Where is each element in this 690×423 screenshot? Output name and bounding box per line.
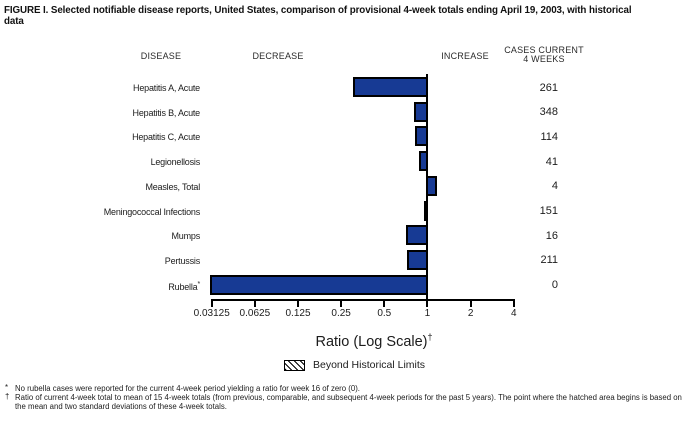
x-axis-tick [297, 301, 299, 307]
x-axis-tick [340, 301, 343, 307]
footnote-ref: * [197, 280, 200, 288]
ratio-bar [353, 77, 428, 97]
footnotes: * No rubella cases were reported for the… [5, 383, 685, 412]
x-axis-tick-label: 0.25 [331, 308, 351, 319]
case-count: 0 [551, 279, 558, 292]
ratio-bar [405, 225, 428, 246]
x-axis-tick-label: 2 [467, 308, 474, 319]
column-header-cases-line1: CASES CURRENT [504, 45, 584, 55]
footnote-rubella: * No rubella cases were reported for the… [5, 383, 685, 393]
ratio-bar [210, 274, 428, 295]
legend-label: Beyond Historical Limits [313, 359, 426, 371]
x-axis-tick-label: 0.0625 [239, 308, 271, 319]
case-count: 348 [539, 106, 558, 119]
case-count: 211 [540, 254, 558, 267]
x-axis-tick [210, 301, 213, 307]
case-count: 41 [545, 155, 558, 168]
column-header-decrease: DECREASE [252, 51, 304, 61]
footnote-text: Ratio of current 4-week total to mean of… [15, 393, 682, 412]
x-axis-title-text: Ratio (Log Scale) [315, 333, 428, 350]
ratio-bar [413, 101, 428, 122]
ratio-bar [415, 126, 428, 147]
disease-label: Mumps [171, 231, 200, 242]
case-count: 16 [545, 229, 558, 242]
ratio-bar [424, 200, 429, 221]
disease-label: Hepatitis A, Acute [133, 83, 200, 93]
footnote-marker: * [5, 383, 9, 392]
x-axis-tick-label: 4 [510, 308, 517, 319]
legend: Beyond Historical Limits [284, 359, 425, 371]
column-header-disease: DISEASE [140, 51, 182, 61]
figure-title: FIGURE I. Selected notifiable disease re… [4, 5, 632, 27]
case-count: 261 [539, 81, 558, 94]
x-axis-tick [469, 301, 472, 307]
x-axis-title: Ratio (Log Scale)† [244, 332, 504, 350]
footnote-text: No rubella cases were reported for the c… [15, 384, 360, 393]
footnote-ratio: † Ratio of current 4-week total to mean … [5, 392, 685, 412]
footnote-marker: † [5, 392, 10, 402]
column-header-cases-line2: 4 WEEKS [523, 53, 565, 64]
disease-label: Pertussis [164, 255, 200, 266]
case-count: 151 [539, 205, 558, 217]
x-axis-tick [383, 301, 386, 307]
case-count: 4 [551, 180, 558, 193]
hatched-swatch-icon [284, 359, 305, 371]
disease-label: Hepatitis B, Acute [132, 107, 201, 118]
column-header-cases: CASES CURRENT 4 WEEKS [497, 46, 591, 63]
x-axis-title-dagger: † [427, 332, 433, 342]
x-axis-line [211, 299, 515, 301]
ratio-bar [419, 151, 428, 172]
disease-label: Meningococcal Infections [103, 206, 200, 217]
disease-label: Legionellosis [150, 157, 201, 168]
case-count: 114 [540, 130, 558, 143]
disease-label: Measles, Total [145, 181, 200, 192]
x-axis-tick [253, 301, 256, 307]
x-axis-tick-label: 1 [424, 308, 431, 319]
x-axis-tick-label: 0.03125 [193, 308, 230, 319]
ratio-bar [407, 249, 428, 270]
disease-label: Rubella* [168, 280, 200, 292]
x-axis-tick-label: 0.125 [285, 308, 311, 319]
x-axis-tick [426, 301, 429, 307]
disease-label: Hepatitis C, Acute [132, 132, 200, 143]
x-axis-tick-label: 0.5 [377, 308, 392, 319]
ratio-bar [426, 175, 438, 196]
x-axis-tick [512, 301, 515, 307]
column-header-increase: INCREASE [441, 51, 489, 61]
